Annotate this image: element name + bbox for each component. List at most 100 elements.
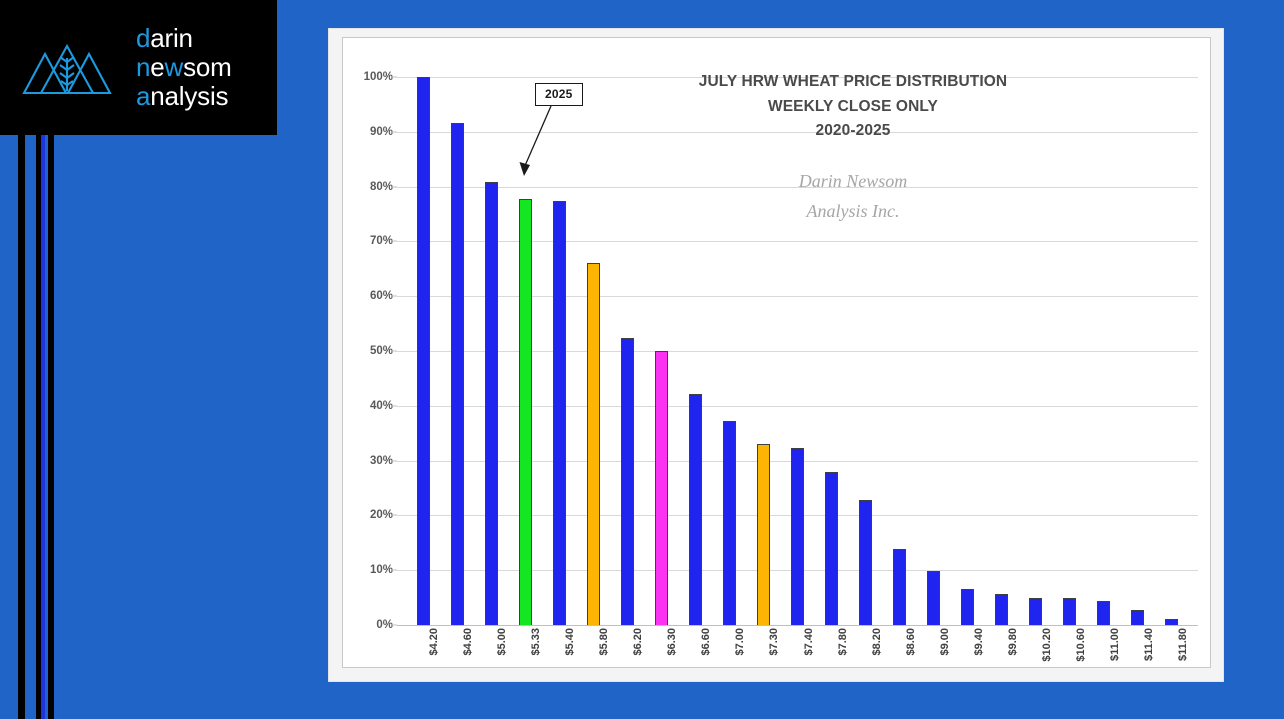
x-tick-label: $7.80 (836, 628, 849, 656)
brand-logo-block: darin newsom analysis (0, 0, 277, 135)
y-tickmark-20 (392, 514, 397, 516)
y-tick-label: 80% (369, 180, 393, 193)
x-tick-label: $10.20 (1040, 628, 1053, 662)
y-tick-label: 90% (369, 125, 393, 138)
y-tick-label: 100% (363, 71, 393, 83)
brand-line-analysis: analysis (136, 82, 232, 111)
bar[interactable] (586, 262, 600, 625)
x-tick-label: $11.40 (1142, 628, 1155, 662)
x-tick-label: $9.40 (972, 628, 985, 656)
y-tickmark-100 (392, 76, 397, 78)
bar[interactable] (1165, 618, 1179, 625)
gridline-0 (397, 625, 1198, 626)
y-tick-label: 60% (369, 290, 393, 303)
x-tick-label: $5.33 (530, 628, 543, 656)
y-tick-label: 10% (369, 564, 393, 577)
x-tick-label: $11.80 (1176, 628, 1189, 662)
stripe-black-3 (48, 0, 54, 719)
x-axis: $4.20 $4.60 $5.00 $5.33 $5.40 $5.80 $6.20 $6.30… (397, 628, 1198, 672)
bar[interactable] (756, 443, 770, 625)
bar[interactable] (518, 199, 532, 625)
y-tickmark-80 (392, 186, 397, 188)
y-tickmark-60 (392, 295, 397, 297)
x-tick-label: $4.20 (428, 628, 441, 656)
y-tick-label: 50% (369, 345, 393, 357)
bar[interactable] (1097, 600, 1111, 625)
stripe-black-1 (18, 0, 25, 719)
bar[interactable] (927, 571, 941, 625)
bar[interactable] (552, 201, 566, 625)
y-tickmark-30 (392, 460, 397, 462)
x-tick-label: $5.00 (496, 628, 509, 656)
x-tick-label: $6.60 (700, 628, 713, 656)
brand-rest-e: e (150, 52, 165, 82)
chart-card: 0% 10% 20% 30% 40% 50% 60% 70% 80% 90% 100% $4.20 $… (328, 28, 1224, 682)
y-tick-label: 30% (369, 454, 393, 467)
y-axis: 0% 10% 20% 30% 40% 50% 60% 70% 80% 90% 100% (343, 71, 393, 631)
x-tick-label: $9.00 (938, 628, 951, 656)
x-tick-label: $9.80 (1006, 628, 1019, 656)
x-tick-label: $5.40 (564, 628, 577, 656)
bar[interactable] (484, 182, 498, 625)
x-tick-label: $7.00 (734, 628, 747, 656)
callout-2025[interactable]: 2025 (535, 83, 583, 106)
stripe-black-2 (36, 0, 41, 719)
bar[interactable] (722, 420, 736, 625)
bar[interactable] (688, 393, 702, 625)
gridline-90 (397, 131, 1198, 133)
three-mountains-wheat-icon (22, 43, 112, 94)
y-tickmark-0 (392, 624, 397, 626)
bar[interactable] (620, 338, 634, 625)
gridline-100 (397, 77, 1198, 78)
bar[interactable] (893, 549, 907, 625)
brand-accent-a: a (136, 81, 151, 111)
x-tick-label: $8.20 (870, 628, 883, 656)
brand-line-darin: darin (136, 24, 232, 53)
bar[interactable] (859, 500, 873, 625)
brand-accent-w: w (164, 52, 184, 82)
x-tick-label: $6.20 (632, 628, 645, 656)
bar[interactable] (416, 77, 430, 625)
y-tick-label: 20% (369, 509, 393, 522)
y-tickmark-90 (392, 131, 397, 133)
bar[interactable] (1063, 598, 1077, 625)
x-tick-label: $8.60 (904, 628, 917, 656)
brand-rest-som: som (183, 52, 232, 82)
bar[interactable] (791, 448, 804, 625)
x-tick-label: $5.80 (598, 628, 611, 656)
y-tick-label: 0% (376, 619, 393, 631)
y-tick-label: 40% (369, 399, 393, 412)
y-tickmark-70 (392, 240, 397, 242)
bar[interactable] (961, 589, 975, 625)
brand-accent-d: d (136, 23, 151, 53)
bar[interactable] (995, 594, 1009, 625)
brand-wordmark: darin newsom analysis (136, 24, 232, 111)
x-tick-label: $11.00 (1108, 628, 1121, 662)
stripe-blue-accent (41, 0, 45, 719)
x-tick-label: $10.60 (1074, 628, 1087, 662)
gridline-50 (397, 351, 1198, 352)
brand-rest-nalysis: nalysis (150, 81, 229, 111)
y-tickmark-40 (392, 405, 397, 407)
x-tick-label: $7.40 (802, 628, 815, 656)
gridline-60 (397, 296, 1198, 298)
chart-plot-frame: 0% 10% 20% 30% 40% 50% 60% 70% 80% 90% 100% $4.20 $… (342, 37, 1211, 668)
bar[interactable] (1131, 610, 1145, 625)
gridline-40 (397, 405, 1198, 407)
brand-accent-n: n (136, 52, 151, 82)
brand-line-newsom: newsom (136, 53, 232, 82)
x-tick-label: $7.30 (768, 628, 781, 656)
bar[interactable] (450, 123, 464, 625)
gridline-70 (397, 241, 1198, 243)
bar[interactable] (825, 472, 839, 625)
plot-area (392, 76, 1198, 626)
bar[interactable] (1029, 598, 1043, 625)
x-tick-label: $6.30 (666, 628, 679, 656)
y-tickmark-10 (392, 569, 397, 571)
y-tickmark-50 (392, 350, 397, 352)
bar[interactable] (654, 351, 668, 625)
y-tick-label: 70% (369, 235, 393, 248)
gridline-80 (397, 186, 1198, 188)
brand-rest-arin: arin (150, 23, 193, 53)
x-tick-label: $4.60 (462, 628, 475, 656)
